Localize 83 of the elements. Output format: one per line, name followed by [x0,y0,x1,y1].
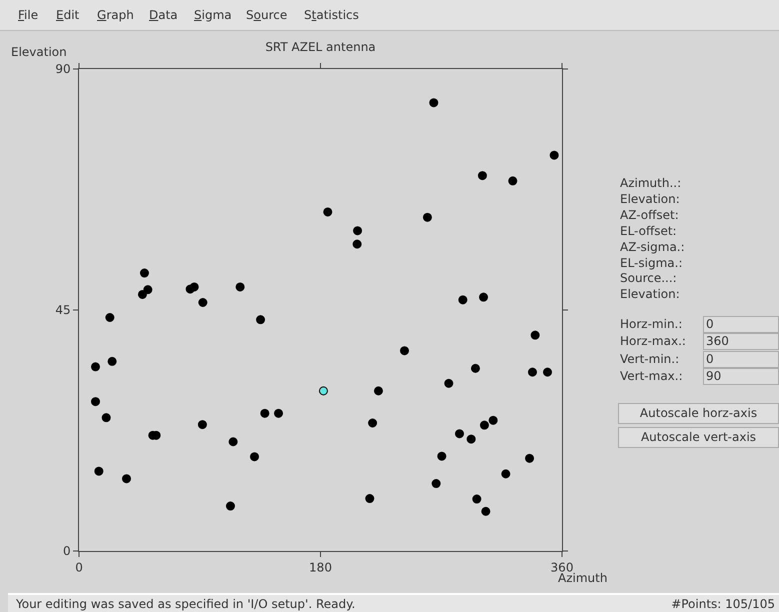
point [198,420,207,430]
point [480,420,489,430]
point [501,469,510,478]
y-axis-title: Elevation [11,45,67,59]
y-tick-label: 0 [62,544,71,558]
text: AZ-offset: [620,208,679,222]
point [318,386,328,396]
point [429,98,438,108]
point [138,290,147,299]
text: 0 [703,350,779,368]
point [525,454,534,463]
text: Your editing was saved as specified in 'I/O setup'. Ready. [16,597,356,611]
point [470,364,480,373]
point [236,282,245,292]
text: Horz-max.: [620,334,686,348]
point [91,362,100,372]
point [105,313,114,322]
text: EL-sigma.: [620,256,682,270]
point [274,408,284,418]
point [466,434,476,444]
text: #Points: 105/105 [671,597,775,611]
point [488,416,498,425]
point [102,413,111,422]
point [478,171,487,180]
y-tick-label: 90 [55,62,71,76]
chart-title: SRT AZEL antenna [265,40,376,54]
point [122,474,131,484]
point [250,452,259,462]
text: Vert-min.: [620,352,680,366]
point [94,466,104,476]
point [479,292,488,302]
x-tick-label: 180 [309,560,332,574]
point [108,356,117,366]
text: Sigma [194,8,232,22]
point [444,378,454,388]
y-tick-label: 45 [55,303,71,318]
text: Source [246,8,288,22]
point [458,295,468,304]
point [226,502,235,511]
point [528,368,537,377]
text: Edit [56,8,80,22]
point [198,298,208,307]
point [481,506,490,516]
x-tick-label: 0 [75,560,83,574]
source-note: Source...: [620,271,677,286]
text: Horz-min.: [620,317,682,331]
text: Elevation: [620,192,680,206]
text: Vert-max.: [620,368,683,383]
text: Elevation: [620,287,680,302]
text: 360 [703,333,779,350]
text: Azimuth..: [620,176,682,190]
point [228,437,238,446]
point [543,368,552,377]
text: Graph [97,8,134,22]
point [550,150,559,160]
text: Statistics [304,8,359,22]
point [530,330,540,340]
point [323,207,332,216]
text: AZ-sigma.: [620,240,685,254]
point [91,397,100,406]
point [256,315,266,324]
point [455,429,464,438]
point [400,346,409,356]
point [352,240,362,249]
point [422,212,432,222]
point [368,418,378,428]
point [437,452,446,461]
point [374,386,383,396]
point [472,494,482,504]
point [140,268,149,278]
point [365,494,374,504]
text: Data [149,8,178,22]
point [353,226,362,236]
text: 0 [703,316,779,333]
point [508,176,518,186]
point [190,282,199,292]
text: Autoscale horz-axis [618,403,779,424]
text: File [18,8,38,22]
point [432,479,441,488]
point [260,408,270,418]
text: Autoscale vert-axis [618,427,779,448]
text: EL-offset: [620,224,677,238]
text: 90 [703,368,779,385]
